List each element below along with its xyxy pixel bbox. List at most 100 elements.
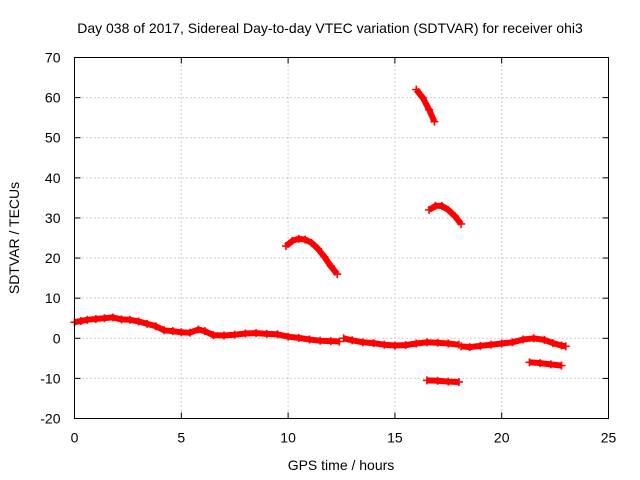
data-point xyxy=(288,236,297,245)
data-point xyxy=(422,376,431,385)
data-point xyxy=(519,335,528,344)
y-tick-label: 60 xyxy=(45,90,61,106)
data-point xyxy=(100,314,109,323)
data-point xyxy=(369,339,378,348)
y-tick-label: 40 xyxy=(45,170,61,186)
data-point xyxy=(326,262,335,271)
plot-data xyxy=(70,85,570,386)
data-point xyxy=(348,336,357,345)
data-point xyxy=(194,325,203,334)
data-point xyxy=(508,338,517,347)
data-point xyxy=(546,360,555,369)
data-point xyxy=(76,317,85,326)
data-point xyxy=(262,329,271,338)
data-point xyxy=(108,313,117,322)
chart-title: Day 038 of 2017, Sidereal Day-to-day VTE… xyxy=(77,20,583,36)
data-point xyxy=(380,340,389,349)
y-tick-label: 0 xyxy=(53,330,61,346)
data-point xyxy=(307,238,316,247)
plot-frame xyxy=(74,57,609,419)
data-point xyxy=(273,330,282,339)
data-point xyxy=(151,322,160,331)
x-tick-label: 15 xyxy=(387,430,403,446)
series-arc-7 xyxy=(457,334,570,352)
y-tick-label: -10 xyxy=(40,370,60,386)
data-point xyxy=(126,315,135,324)
data-point xyxy=(450,211,459,220)
data-point xyxy=(433,338,442,347)
y-tick-label: 50 xyxy=(45,130,61,146)
y-tick-label: 30 xyxy=(45,210,61,226)
axes: 0 5 10 15 20 25 -20 -10 0 10 20 30 40 50 60 70 xyxy=(40,50,616,446)
data-point xyxy=(358,338,367,347)
series-arc-1 xyxy=(70,313,344,346)
series-arc-5 xyxy=(425,201,466,228)
data-point xyxy=(444,205,453,214)
y-tick-label: 20 xyxy=(45,250,61,266)
data-point xyxy=(320,252,329,261)
data-point xyxy=(561,342,570,351)
data-point xyxy=(433,376,442,385)
data-point xyxy=(540,335,549,344)
data-point xyxy=(252,329,261,338)
data-point xyxy=(305,335,314,344)
data-point xyxy=(548,339,557,348)
data-point xyxy=(168,327,177,336)
data-point xyxy=(209,331,218,340)
data-point xyxy=(390,341,399,350)
data-point xyxy=(326,337,335,346)
x-tick-label: 20 xyxy=(494,430,510,446)
data-point xyxy=(425,205,434,214)
series-line xyxy=(426,377,460,385)
data-point xyxy=(422,338,431,347)
data-point xyxy=(476,341,485,350)
data-point xyxy=(91,315,100,324)
x-tick-label: 25 xyxy=(601,430,617,446)
data-point xyxy=(230,330,239,339)
y-axis-label: SDTVAR / TECUs xyxy=(6,182,22,294)
data-point xyxy=(301,235,310,244)
data-point xyxy=(412,85,421,94)
data-point xyxy=(536,359,545,368)
data-point xyxy=(160,326,169,335)
y-tick-label: -20 xyxy=(40,411,60,427)
x-axis-label: GPS time / hours xyxy=(288,457,395,473)
data-point xyxy=(487,340,496,349)
series-arc-4 xyxy=(412,85,439,126)
data-point xyxy=(333,270,342,279)
data-point xyxy=(339,334,348,343)
data-point xyxy=(134,317,143,326)
series-line xyxy=(413,87,438,123)
series-arc-3 xyxy=(339,334,463,350)
x-tick-label: 10 xyxy=(280,430,296,446)
data-point xyxy=(200,327,209,336)
series-line xyxy=(529,359,562,369)
data-point xyxy=(294,333,303,342)
x-tick-label: 5 xyxy=(177,430,185,446)
data-point xyxy=(316,336,325,345)
data-point xyxy=(454,377,463,386)
data-point xyxy=(284,332,293,341)
x-tick-label: 0 xyxy=(71,430,79,446)
data-point xyxy=(294,234,303,243)
series-arc-8 xyxy=(525,358,566,370)
y-tick-label: 10 xyxy=(45,290,61,306)
data-point xyxy=(465,343,474,352)
data-point xyxy=(412,339,421,348)
data-point xyxy=(557,361,566,370)
data-point xyxy=(444,339,453,348)
data-point xyxy=(117,315,126,324)
data-point xyxy=(143,319,152,328)
data-point xyxy=(437,201,446,210)
data-point xyxy=(430,117,439,126)
data-point xyxy=(241,329,250,338)
data-point xyxy=(314,244,323,253)
data-point xyxy=(425,105,434,114)
data-point xyxy=(185,328,194,337)
data-point xyxy=(83,315,92,324)
data-point xyxy=(529,334,538,343)
data-point xyxy=(444,377,453,386)
data-point xyxy=(418,93,427,102)
data-point xyxy=(220,331,229,340)
